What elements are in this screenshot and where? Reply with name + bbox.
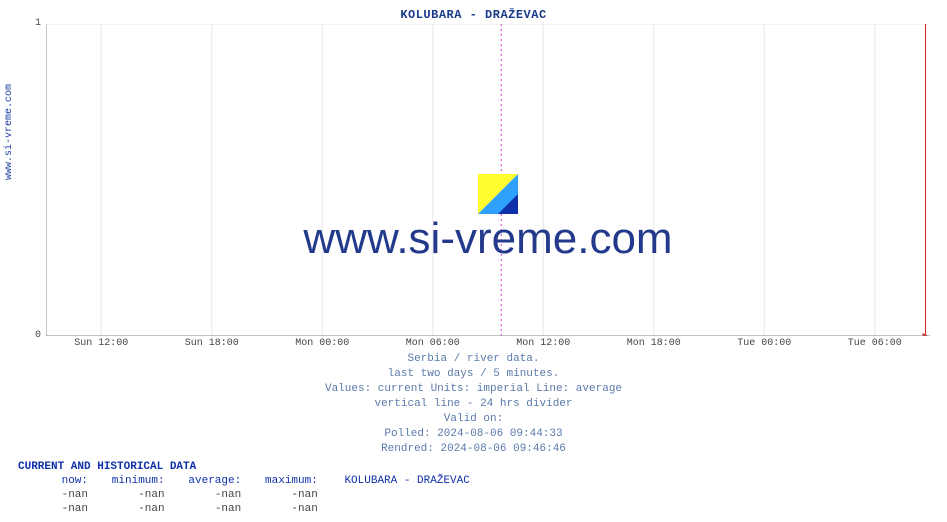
col-now: now: (18, 474, 88, 488)
x-tick-label: Mon 06:00 (406, 338, 460, 349)
data-table-row: -nan -nan -nan -nan (18, 502, 470, 516)
info-line-rendered: Rendred: 2024-08-06 09:46:46 (0, 442, 947, 457)
y-tick-label: 1 (11, 18, 41, 29)
table-cell: -nan (18, 502, 88, 516)
table-cell: -nan (95, 488, 165, 502)
info-line-source: Serbia / river data. (0, 352, 947, 367)
chart-plot-area: www.si-vreme.com (46, 24, 930, 336)
series-name: KOLUBARA - DRAŽEVAC (324, 475, 469, 487)
info-line-polled: Polled: 2024-08-06 09:44:33 (0, 427, 947, 442)
y-tick-label: 0 (11, 330, 41, 341)
col-max: maximum: (248, 474, 318, 488)
info-line-settings: Values: current Units: imperial Line: av… (0, 382, 947, 397)
x-tick-label: Sun 12:00 (74, 338, 128, 349)
chart-title: KOLUBARA - DRAŽEVAC (0, 8, 947, 22)
col-avg: average: (171, 474, 241, 488)
data-table-header: CURRENT AND HISTORICAL DATA (18, 460, 470, 474)
watermark-text: www.si-vreme.com (46, 214, 930, 264)
data-table-row: -nan -nan -nan -nan (18, 488, 470, 502)
chart-info-block: Serbia / river data. last two days / 5 m… (0, 352, 947, 457)
x-tick-label: Mon 12:00 (516, 338, 570, 349)
table-cell: -nan (95, 502, 165, 516)
x-tick-label: Mon 00:00 (295, 338, 349, 349)
x-tick-label: Tue 06:00 (848, 338, 902, 349)
table-cell: -nan (171, 488, 241, 502)
data-table-column-row: now: minimum: average: maximum: KOLUBARA… (18, 474, 470, 488)
info-line-divider: vertical line - 24 hrs divider (0, 397, 947, 412)
table-cell: -nan (248, 488, 318, 502)
table-cell: -nan (171, 502, 241, 516)
info-line-valid: Valid on: (0, 412, 947, 427)
info-line-range: last two days / 5 minutes. (0, 367, 947, 382)
col-min: minimum: (95, 474, 165, 488)
x-tick-label: Sun 18:00 (185, 338, 239, 349)
table-cell: -nan (248, 502, 318, 516)
table-cell: -nan (18, 488, 88, 502)
y-axis-source-label: www.si-vreme.com (4, 84, 15, 180)
watermark-logo (478, 174, 518, 214)
x-tick-label: Mon 18:00 (627, 338, 681, 349)
x-tick-label: Tue 00:00 (737, 338, 791, 349)
data-table: CURRENT AND HISTORICAL DATA now: minimum… (18, 460, 470, 516)
